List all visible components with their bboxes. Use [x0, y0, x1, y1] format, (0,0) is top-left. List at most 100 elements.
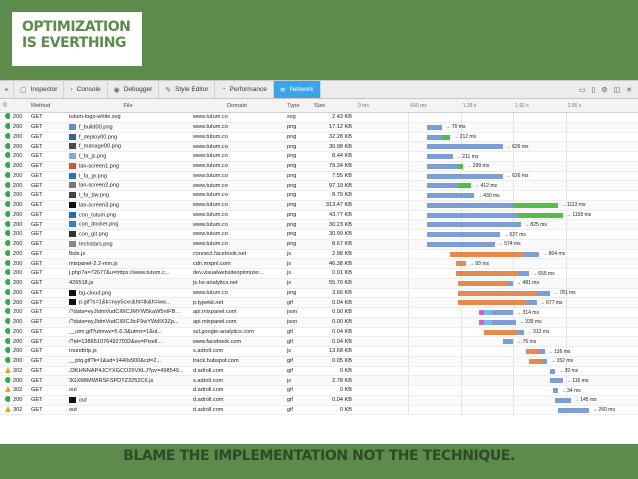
timing-bar[interactable]: → 481 ms: [458, 280, 539, 286]
network-request-row[interactable]: 200 GET t_fa_gr.png www.tutum.co png 7.55 KB →…: [0, 171, 638, 182]
close-icon[interactable]: ✕: [626, 86, 632, 94]
settings-gear-icon[interactable]: ⚙: [601, 86, 608, 94]
timing-segment-blocked: [484, 310, 493, 315]
clear-log-icon[interactable]: ⦸: [3, 102, 7, 108]
request-size: 30.98 KB: [328, 143, 352, 150]
tab-network[interactable]: ≋ Network: [273, 81, 321, 98]
timing-bar[interactable]: → 93 ms: [455, 261, 489, 267]
network-request-row[interactable]: 200 GET f_manage00.png www.tutum.co png 30.98…: [0, 142, 638, 152]
timing-bar[interactable]: → 136 ms: [526, 349, 570, 355]
network-request-row[interactable]: 200 GET lan-screen3.png www.tutum.co png 313.…: [0, 200, 638, 211]
timing-bar[interactable]: → 152 ms: [528, 358, 573, 364]
pick-element-icon[interactable]: ⌖: [0, 81, 14, 98]
column-domain[interactable]: Domain: [227, 102, 247, 109]
network-request-row[interactable]: 200 GET mixpanel-2.2-min.js cdn.mxpnl.com js…: [0, 259, 638, 269]
network-request-row[interactable]: 200 GET f_deploy00.png www.tutum.co png 32.28…: [0, 132, 638, 143]
split-console-icon[interactable]: ▭: [578, 86, 586, 94]
timing-segment-wait: [549, 378, 563, 384]
network-request-row[interactable]: 200 GET fbds.js connect.facebook.net js 2.98 …: [0, 249, 638, 260]
network-request-row[interactable]: 200 GET lan-screen1.png www.tutum.co png 79.3…: [0, 161, 638, 172]
tab-debugger[interactable]: ◉ Debugger: [108, 81, 160, 98]
timing-bar[interactable]: → 76 ms: [502, 339, 536, 345]
network-request-row[interactable]: 200 GET 426518.js js.hs-analytics.net js 55.7…: [0, 278, 638, 289]
network-request-row[interactable]: 200 GET __ptq.gif?k=1&sd=1440x900&cd=2... t…: [0, 356, 638, 367]
timing-bar[interactable]: → 804 ms: [450, 251, 565, 257]
network-request-row[interactable]: 200 GET con_git.png www.tutum.co png 30.99 KB…: [0, 230, 638, 240]
network-request-row[interactable]: 200 GET t_fa_js.png www.tutum.co png 8.44 KB →…: [0, 152, 638, 162]
request-type: json: [287, 309, 298, 316]
column-type[interactable]: Type: [287, 102, 300, 109]
network-request-row[interactable]: 200 GET con_tutum.png www.tutum.co png 43.77 …: [0, 210, 638, 221]
request-timeline: → 211 ms: [356, 152, 638, 161]
timing-bar[interactable]: → 299 ms: [426, 163, 489, 169]
timing-bar[interactable]: → 313 ms: [484, 329, 549, 335]
timing-bar[interactable]: → 34 ms: [552, 388, 581, 394]
status-indicator: [0, 396, 10, 404]
network-request-row[interactable]: 302 GET out d.adroll.com gif 0 KB → 34 ms: [0, 386, 638, 396]
style-editor-icon: ✎: [165, 86, 172, 94]
timing-bar[interactable]: → 1113 ms: [426, 202, 586, 208]
network-request-row[interactable]: 200 GET /?id=1386510764927032&ev=Pixell...…: [0, 337, 638, 347]
timing-bar[interactable]: → 1158 ms: [426, 212, 591, 218]
request-domain: www.tutum.co: [193, 124, 228, 131]
network-request-row[interactable]: 200 GET __utm.gif?utmwv=5.6.3&utms=1&ut...…: [0, 327, 638, 338]
request-method: GET: [31, 143, 43, 150]
dock-icon[interactable]: ◫: [613, 86, 621, 94]
timing-bar[interactable]: → 655 ms: [455, 271, 555, 277]
request-size: 30.99 KB: [328, 231, 352, 238]
column-size[interactable]: Size: [314, 102, 326, 109]
timing-bar[interactable]: → 339 ms: [479, 319, 542, 325]
tab-performance[interactable]: ◔ Performance: [215, 81, 274, 98]
network-request-row[interactable]: 200 GET bg-cloud.png www.tutum.co png 3.66 KB…: [0, 288, 638, 299]
timing-bar[interactable]: → 39 ms: [549, 368, 578, 374]
network-request-row[interactable]: 200 GET out d.adroll.com gif 0.04 KB → 145 ms: [0, 395, 638, 406]
tab-inspector[interactable]: ▢ Inspector: [14, 81, 65, 98]
timing-segment-wait: [426, 202, 514, 208]
network-request-row[interactable]: 200 GET /?data=eyJldmVudCI6ICJMYW5kaW5nIFB…: [0, 308, 638, 318]
timing-bar[interactable]: → 781 ms: [458, 290, 576, 296]
column-file[interactable]: File: [123, 102, 133, 109]
timing-bar[interactable]: → 70 ms: [426, 124, 465, 130]
request-domain: www.tutum.co: [193, 172, 228, 179]
network-request-row[interactable]: 200 GET techstars.png www.tutum.co png 8.67 K…: [0, 239, 638, 250]
responsive-icon[interactable]: ▯: [591, 86, 596, 94]
tab-console[interactable]: › Console: [64, 81, 108, 98]
timing-bar[interactable]: → 825 ms: [426, 222, 547, 228]
network-request-row[interactable]: 302 GET out d.adroll.com gif 0 KB → 260 ms: [0, 405, 638, 416]
column-waterfall[interactable]: 0 ms 640 ms 1.28 s 1.92 s 2.56 s: [356, 99, 638, 112]
network-request-row[interactable]: 200 GET p.gif?s=1&k=nyy5cxc&ht=tk&h=ww... p…: [0, 298, 638, 308]
file-name: mixpanel-2.2-min.js: [69, 260, 118, 267]
timing-bar[interactable]: → 145 ms: [555, 397, 597, 403]
timing-bar[interactable]: → 260 ms: [557, 407, 615, 413]
status-code: 200: [13, 348, 23, 355]
timing-bar[interactable]: → 314 ms: [479, 310, 539, 316]
network-request-row[interactable]: 200 GET con_docker.png www.tutum.co png 30.23…: [0, 220, 638, 230]
request-size: 0.05 KB: [332, 358, 352, 365]
tab-style-editor[interactable]: ✎ Style Editor: [159, 81, 216, 98]
timing-bar[interactable]: → 116 ms: [549, 378, 588, 384]
timing-bar[interactable]: → 626 ms: [426, 173, 529, 179]
image-thumbnail-icon: [69, 289, 76, 296]
column-method[interactable]: Method: [31, 102, 51, 109]
network-request-row[interactable]: 302 GET J3KHNNAP4JCYXGCO26VKLJ?pv=498549..…: [0, 366, 638, 377]
network-request-row[interactable]: 200 GET lan-screen2.png www.tutum.co png 97.1…: [0, 181, 638, 191]
status-code: 302: [13, 406, 23, 413]
timing-bar[interactable]: → 211 ms: [426, 154, 478, 160]
request-method: GET: [31, 163, 43, 170]
network-request-row[interactable]: 200 GET /?data=eyJldmVudCI6ICJtcF9wYWdlX3Z…: [0, 317, 638, 328]
timing-bar[interactable]: → 574 ms: [426, 241, 521, 247]
network-request-row[interactable]: 200 GET j.php?a=72677&u=https://www.tutum.…: [0, 269, 638, 279]
network-request-row[interactable]: 200 GET 3GX6BMWIRSFSPDTZ3252C6.js s.adroll.…: [0, 376, 638, 386]
timing-bar[interactable]: → 412 ms: [426, 183, 497, 189]
timing-bar[interactable]: → 626 ms: [426, 144, 529, 150]
timing-bar[interactable]: → 212 ms: [426, 134, 476, 140]
network-request-row[interactable]: 200 GET tutum-logo-white.svg www.tutum.co sv…: [0, 113, 638, 123]
timing-bar[interactable]: → 430 ms: [426, 193, 500, 199]
timing-bar[interactable]: → 677 ms: [458, 300, 563, 306]
network-request-row[interactable]: 200 GET t_fa_bw.png www.tutum.co png 8.79 KB →…: [0, 191, 638, 201]
file-name: f_deploy00.png: [79, 134, 118, 141]
timing-bar[interactable]: → 627 ms: [426, 232, 526, 238]
network-request-row[interactable]: 200 GET f_build00.png www.tutum.co png 17.12 …: [0, 122, 638, 133]
network-request-row[interactable]: 200 GET roundtrip.js s.adroll.com js 13.68 KB…: [0, 347, 638, 357]
request-domain: www.tutum.co: [193, 192, 228, 199]
